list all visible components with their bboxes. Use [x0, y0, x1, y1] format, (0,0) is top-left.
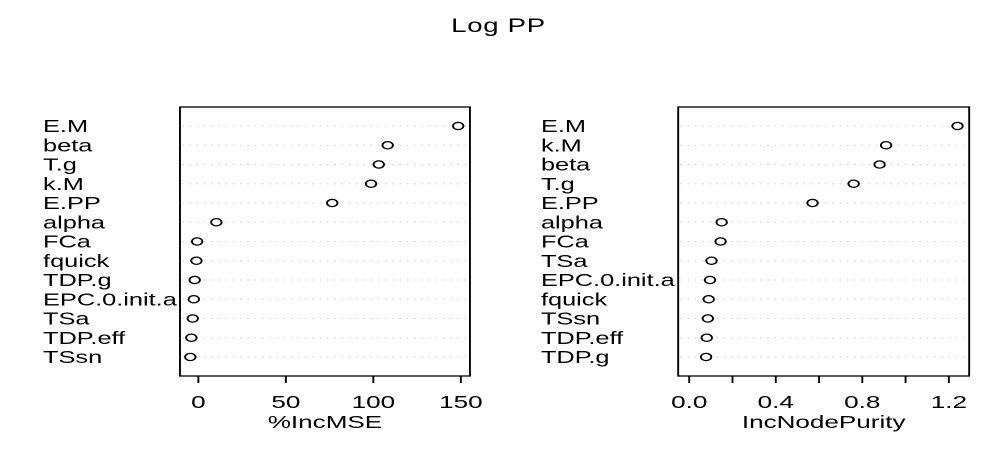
data-point	[364, 179, 378, 188]
data-point	[705, 256, 718, 265]
category-label: FCa	[541, 232, 590, 252]
data-point	[879, 140, 893, 150]
category-label: TDP.eff	[43, 328, 126, 348]
data-point	[452, 121, 465, 131]
tick-label: 1.2	[931, 392, 967, 412]
category-label: E.PP	[541, 193, 599, 213]
tick-label: 0	[191, 392, 205, 412]
chart-title: Log PP	[451, 16, 546, 37]
category-label: FCa	[43, 232, 92, 252]
category-label: alpha	[43, 212, 106, 232]
category-label: E.PP	[43, 193, 101, 213]
data-point	[951, 121, 964, 131]
data-point	[190, 237, 204, 246]
category-label: TSa	[541, 251, 589, 271]
category-label: fquick	[541, 289, 607, 309]
category-label: fquick	[43, 251, 109, 271]
data-point	[873, 160, 886, 169]
data-point	[699, 352, 713, 362]
data-point	[702, 294, 715, 304]
category-label: E.M	[43, 116, 88, 136]
category-label: EPC.0.init.a	[43, 289, 178, 309]
tick-label: 100	[352, 392, 395, 412]
category-label: TSsn	[43, 347, 102, 367]
data-point	[700, 333, 713, 342]
tick-label: 0.8	[844, 392, 880, 412]
category-label: beta	[43, 135, 93, 155]
data-point	[185, 333, 198, 342]
category-label: EPC.0.init.a	[541, 270, 676, 290]
tick-label: 50	[271, 392, 300, 412]
x-axis-title: IncNodePurity	[742, 412, 907, 432]
tick-label: 150	[439, 392, 482, 412]
category-label: T.g	[541, 174, 575, 194]
category-label: TDP.g	[43, 270, 112, 290]
data-point	[210, 217, 223, 227]
category-label: beta	[541, 155, 591, 175]
plot-box	[179, 106, 471, 377]
data-point	[806, 198, 819, 208]
incnodepurity-panel: E.Mk.MbetaT.gE.PPalphaFCaTSaEPC.0.init.a…	[541, 106, 971, 432]
x-axis-title: %IncMSE	[268, 412, 382, 432]
category-label: k.M	[43, 174, 84, 194]
data-point	[187, 294, 200, 304]
tick-label: 0.0	[671, 392, 707, 412]
data-point	[372, 160, 385, 169]
category-label: TDP.eff	[541, 328, 624, 348]
data-point	[381, 140, 394, 150]
category-label: TSa	[43, 309, 91, 329]
category-label: TSsn	[541, 309, 600, 329]
category-label: T.g	[43, 155, 77, 175]
data-point	[701, 314, 714, 323]
tick-label: 0.4	[758, 392, 794, 412]
data-point	[186, 314, 199, 323]
category-label: TDP.g	[541, 347, 610, 367]
data-point	[190, 256, 203, 265]
plot-box	[677, 106, 971, 377]
data-point	[847, 179, 860, 188]
data-point	[326, 198, 339, 208]
incmse-panel: E.MbetaT.gk.ME.PPalphaFCafquickTDP.gEPC.…	[43, 106, 483, 432]
data-point	[184, 352, 197, 362]
data-point	[703, 275, 717, 285]
data-point	[715, 217, 728, 227]
category-label: k.M	[541, 135, 582, 155]
category-label: alpha	[541, 212, 604, 232]
data-point	[714, 237, 727, 246]
category-label: E.M	[541, 116, 586, 136]
data-point	[188, 275, 201, 285]
